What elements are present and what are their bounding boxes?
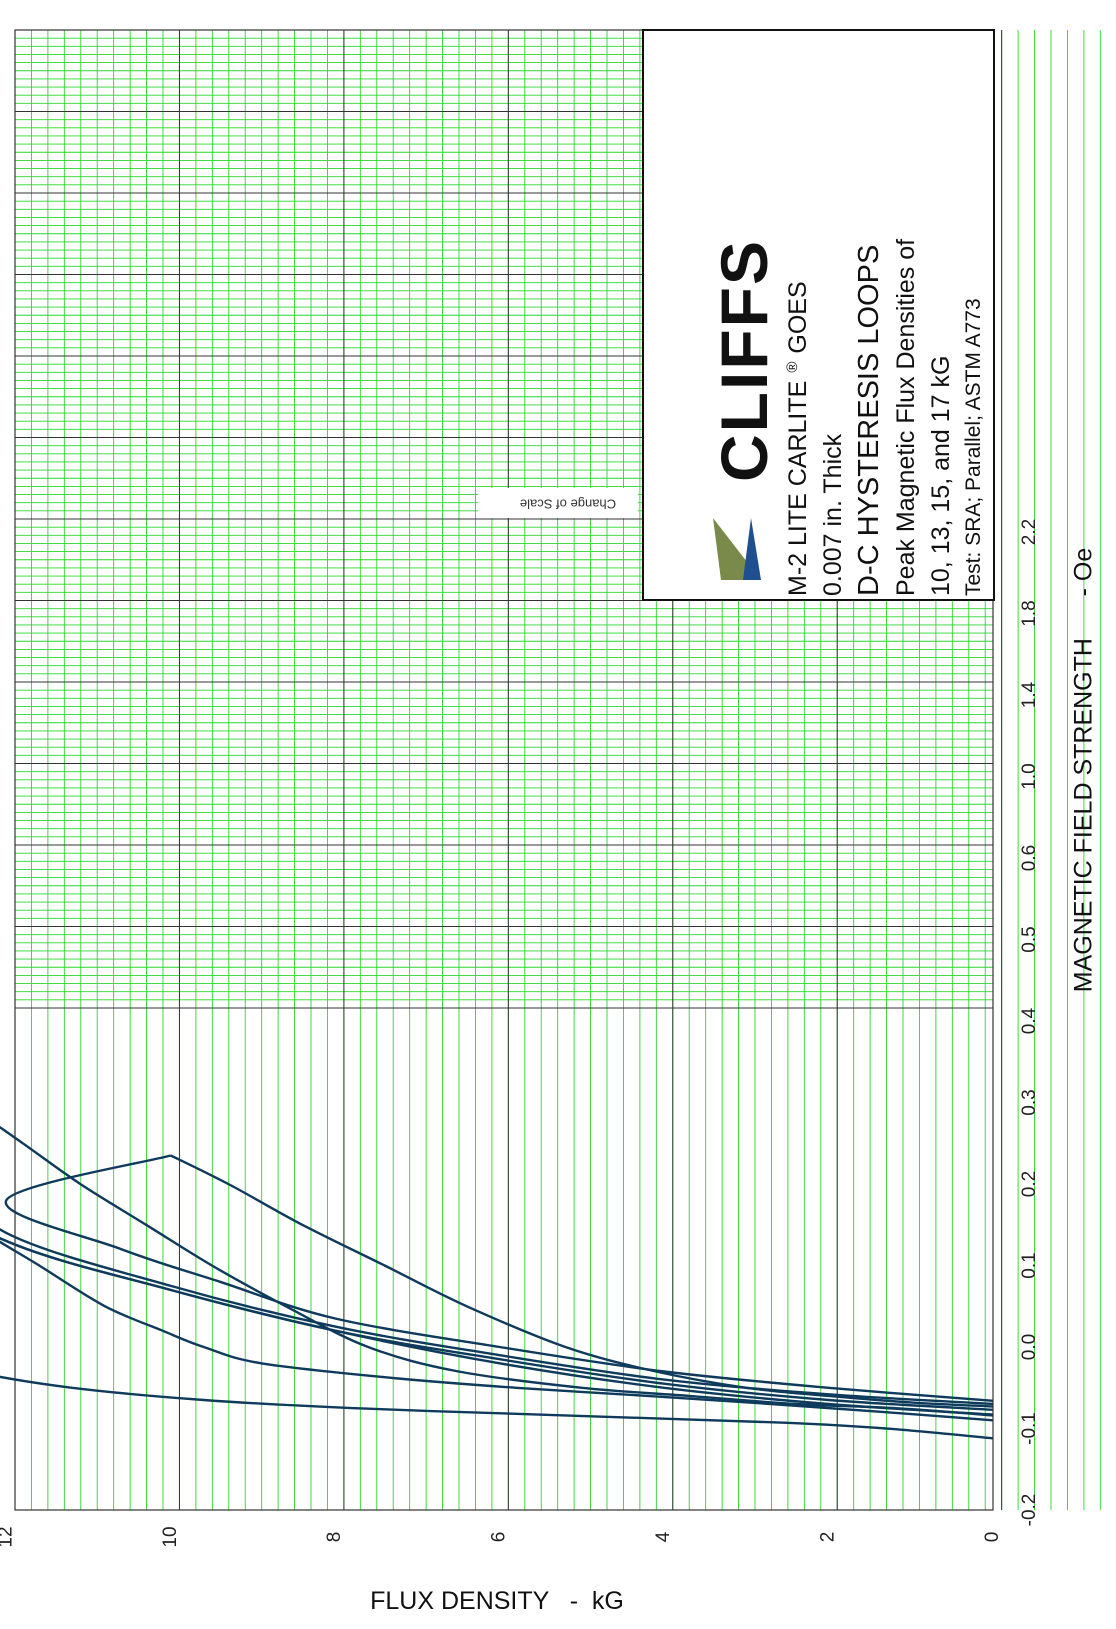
y-tick-label: 8	[324, 1532, 345, 1543]
y-axis-title: FLUX DENSITY - kG	[370, 1587, 624, 1615]
x-tick-label: 0.5	[1019, 926, 1040, 952]
change-of-scale-label: Change of Scale	[520, 497, 616, 512]
y-tick-label: 2	[818, 1532, 839, 1543]
loop-17kg-descending	[0, 1375, 994, 1440]
x-tick-labels: -0.2 -0.1 0.0 0.1 0.2 0.3 0.4 0.5 0.6 1.0 1.4 1.8 2.…	[1019, 519, 1040, 1527]
subtitle-line-1: Peak Magnetic Flux Densities of	[892, 239, 920, 596]
y-tick-label: 0	[982, 1532, 1003, 1543]
x-tick-label: 0.1	[1019, 1252, 1040, 1278]
thickness-text: 0.007 in. Thick	[819, 433, 847, 596]
x-tick-label: 2.2	[1019, 519, 1040, 545]
loop-15kg-descending	[0, 1240, 994, 1422]
y-tick-label: 6	[489, 1532, 510, 1543]
x-tick-label: 0.2	[1019, 1171, 1040, 1197]
y-tick-label: 12	[0, 1526, 16, 1547]
cliffs-logo: CLIFFS	[707, 239, 781, 580]
legend-box: CLIFFS M-2 LITE CARLITE®GOES 0.007 in. T…	[642, 29, 995, 601]
chart-title: D-C HYSTERESIS LOOPS	[853, 245, 885, 596]
x-tick-label: -0.2	[1019, 1494, 1040, 1527]
x-tick-label: 0.6	[1019, 845, 1040, 871]
x-tick-label: -0.1	[1019, 1412, 1040, 1445]
x-tick-label: 0.4	[1019, 1007, 1040, 1034]
x-tick-label: 1.0	[1019, 763, 1040, 789]
cliffs-logo-lower-mark	[743, 518, 761, 580]
x-axis-title: MAGNETIC FIELD STRENGTH - Oe	[1070, 548, 1098, 992]
loop-10kg-ascending	[4, 1154, 994, 1402]
loop-15kg-ascending	[0, 1236, 994, 1411]
y-tick-label: 10	[160, 1526, 181, 1547]
hysteresis-curves	[0, 1125, 994, 1440]
loop-13kg-descending	[0, 1125, 994, 1417]
change-of-scale-note: Change of Scale	[478, 488, 638, 518]
y-tick-labels: 024681012141618	[0, 1526, 1003, 1547]
plot-border	[14, 29, 994, 1511]
loop-17kg-ascending	[0, 1236, 994, 1416]
x-tick-label: 1.8	[1019, 600, 1040, 626]
loop-10kg-descending	[170, 1154, 994, 1408]
y-tick-label: 4	[653, 1531, 674, 1542]
x-tick-label: 1.4	[1019, 681, 1040, 708]
test-conditions: Test: SRA; Parallel; ASTM A773	[962, 298, 985, 596]
product-name: M-2 LITE CARLITE®GOES	[784, 281, 812, 596]
brand-logo-text: CLIFFS	[707, 239, 781, 482]
subtitle-line-2: 10, 13, 15, and 17 kG	[927, 356, 955, 596]
x-tick-label: 0.3	[1019, 1089, 1040, 1115]
x-tick-label: 0.0	[1019, 1334, 1040, 1360]
